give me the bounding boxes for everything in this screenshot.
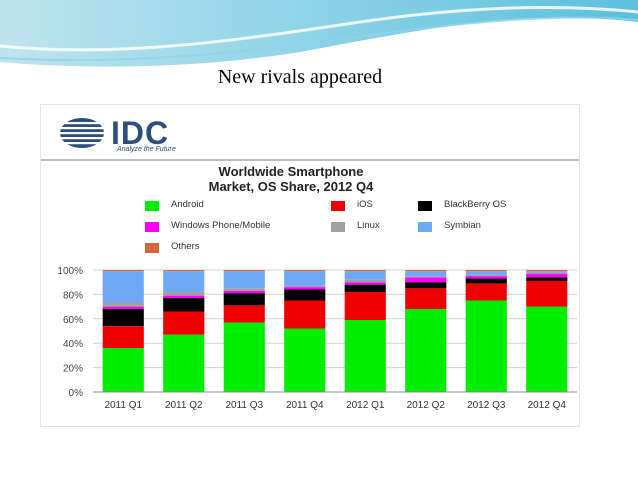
bar-segment	[405, 288, 447, 310]
header-wave-decoration	[0, 0, 638, 67]
bar-segment	[465, 271, 507, 275]
bar-segment	[344, 271, 386, 280]
legend-swatch	[418, 222, 432, 232]
bar-segment	[465, 283, 507, 301]
bar-segment	[223, 305, 265, 323]
bar-segment	[102, 270, 144, 272]
legend-swatch	[145, 243, 159, 253]
bar-segment	[102, 309, 144, 327]
bar-segment	[163, 311, 205, 335]
bar-segment	[465, 276, 507, 279]
bar-segment	[344, 320, 386, 392]
bar-segment	[102, 271, 144, 303]
bar-segment	[284, 285, 326, 288]
logo-text: IDC	[111, 115, 170, 151]
bar-segment	[163, 270, 205, 272]
bar-segment	[284, 287, 326, 290]
x-tick-label: 2011 Q3	[225, 400, 263, 411]
bar-segment	[163, 334, 205, 392]
bar-segment	[405, 282, 447, 289]
bar-segment	[344, 270, 386, 272]
legend-label: iOS	[357, 199, 373, 210]
legend-label: Linux	[357, 220, 380, 231]
legend-swatch	[145, 201, 159, 211]
bar-segment	[163, 298, 205, 312]
bar-segment	[405, 271, 447, 277]
bar-segment	[526, 271, 568, 273]
bar-segment	[344, 282, 386, 285]
bar-segment	[405, 270, 447, 272]
bar-segment	[102, 326, 144, 349]
bar-segment	[526, 272, 568, 274]
legend-swatch	[145, 222, 159, 232]
legend-swatch	[418, 201, 432, 211]
bar-segment	[344, 291, 386, 321]
chart-frame: IDC Analyze the Future Worldwide Smartph…	[40, 104, 580, 427]
legend-swatch	[331, 222, 345, 232]
bar-segment	[163, 271, 205, 292]
legend-label: BlackBerry OS	[444, 199, 507, 210]
bar-segment	[223, 270, 265, 272]
bar-segment	[405, 276, 447, 278]
x-tick-label: 2012 Q1	[346, 400, 385, 411]
bar-segment	[405, 309, 447, 392]
bar-segment	[284, 270, 326, 272]
bar-segment	[223, 322, 265, 392]
legend-swatch	[331, 201, 345, 211]
y-tick-label: 20%	[63, 364, 83, 375]
bar-segment	[102, 306, 144, 310]
bar-segment	[223, 271, 265, 289]
y-tick-label: 40%	[63, 339, 83, 350]
bar-segment	[465, 300, 507, 392]
bar-segment	[465, 278, 507, 284]
bar-segment	[163, 291, 205, 296]
legend-label: Symbian	[444, 220, 481, 231]
bar-segment	[163, 295, 205, 299]
bar-segment	[344, 279, 386, 283]
bar-segment	[102, 348, 144, 392]
x-tick-label: 2012 Q2	[407, 400, 446, 411]
y-tick-label: 100%	[57, 266, 83, 277]
bar-segment	[223, 293, 265, 306]
legend-label: Android	[171, 199, 204, 210]
chart-title: Worldwide Smartphone Market, OS Share, 2…	[161, 164, 421, 194]
idc-logo: IDC Analyze the Future	[59, 115, 219, 157]
bar-segment	[102, 302, 144, 307]
legend-label: Windows Phone/Mobile	[171, 220, 271, 231]
bar-segment	[223, 290, 265, 294]
globe-icon	[59, 118, 105, 148]
chart-title-line-2: Market, OS Share, 2012 Q4	[208, 179, 374, 194]
bar-segment	[465, 270, 507, 272]
bar-segment	[405, 277, 447, 283]
y-tick-label: 60%	[63, 315, 83, 326]
slide-title: New rivals appeared	[217, 66, 383, 88]
divider	[41, 159, 579, 161]
legend-label: Others	[171, 241, 200, 252]
x-tick-label: 2012 Q4	[528, 400, 567, 411]
y-tick-label: 80%	[63, 290, 83, 301]
bar-segment	[284, 300, 326, 329]
bar-segment	[526, 306, 568, 392]
bar-segment	[223, 288, 265, 291]
stacked-bar-chart: 0% 20% 40% 60% 80% 100% 2011 Q1 2011 Q2 2011 Q3 2…	[57, 266, 577, 411]
x-tick-label: 2012 Q3	[467, 400, 506, 411]
bar-segment	[526, 280, 568, 307]
bar-segment	[465, 274, 507, 277]
x-tick-label: 2011 Q4	[286, 400, 324, 411]
bar-segment	[526, 277, 568, 281]
bar-segment	[284, 289, 326, 301]
bar-segment	[526, 270, 568, 272]
chart-title-line-1: Worldwide Smartphone	[218, 164, 364, 179]
bar-segment	[284, 328, 326, 392]
x-tick-label: 2011 Q2	[165, 400, 203, 411]
bar-segment	[284, 271, 326, 286]
bar-segment	[344, 284, 386, 292]
bar-segment	[526, 273, 568, 278]
x-tick-label: 2011 Q1	[104, 400, 142, 411]
y-tick-label: 0%	[69, 388, 84, 399]
logo-tagline: Analyze the Future	[117, 146, 176, 153]
